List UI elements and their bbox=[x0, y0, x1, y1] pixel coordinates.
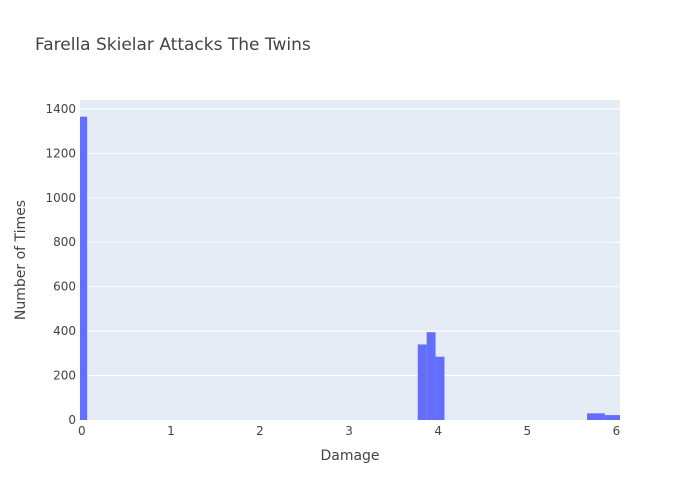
gridlines bbox=[80, 108, 620, 377]
histogram-bar bbox=[435, 356, 445, 420]
histogram-bar bbox=[604, 415, 620, 420]
histogram-bar bbox=[80, 116, 88, 421]
y-tick-label: 200 bbox=[53, 369, 76, 383]
plot-area bbox=[80, 100, 620, 420]
histogram-bar bbox=[426, 332, 436, 420]
y-tick-label: 1200 bbox=[45, 146, 76, 160]
x-tick-label: 0 bbox=[78, 424, 86, 438]
bars bbox=[80, 116, 620, 421]
y-tick-label: 0 bbox=[68, 413, 76, 427]
x-tick-label: 5 bbox=[524, 424, 532, 438]
y-tick-label: 800 bbox=[53, 235, 76, 249]
x-tick-label: 3 bbox=[345, 424, 353, 438]
x-tick-label: 6 bbox=[613, 424, 621, 438]
x-tick-label: 4 bbox=[434, 424, 442, 438]
histogram-bar bbox=[587, 413, 605, 420]
x-axis-ticks: 0 1 2 3 4 5 6 bbox=[78, 424, 620, 438]
y-tick-label: 1400 bbox=[45, 102, 76, 116]
histogram-bar bbox=[417, 344, 427, 420]
y-tick-label: 600 bbox=[53, 280, 76, 294]
y-axis-title: Number of Times bbox=[13, 200, 29, 320]
x-tick-label: 1 bbox=[167, 424, 175, 438]
y-tick-label: 1000 bbox=[45, 191, 76, 205]
y-axis-ticks: 0 200 400 600 800 1000 1200 1400 bbox=[45, 102, 76, 427]
x-axis-title: Damage bbox=[320, 448, 379, 464]
x-tick-label: 2 bbox=[256, 424, 264, 438]
chart-title: Farella Skielar Attacks The Twins bbox=[35, 35, 311, 55]
y-tick-label: 400 bbox=[53, 324, 76, 338]
